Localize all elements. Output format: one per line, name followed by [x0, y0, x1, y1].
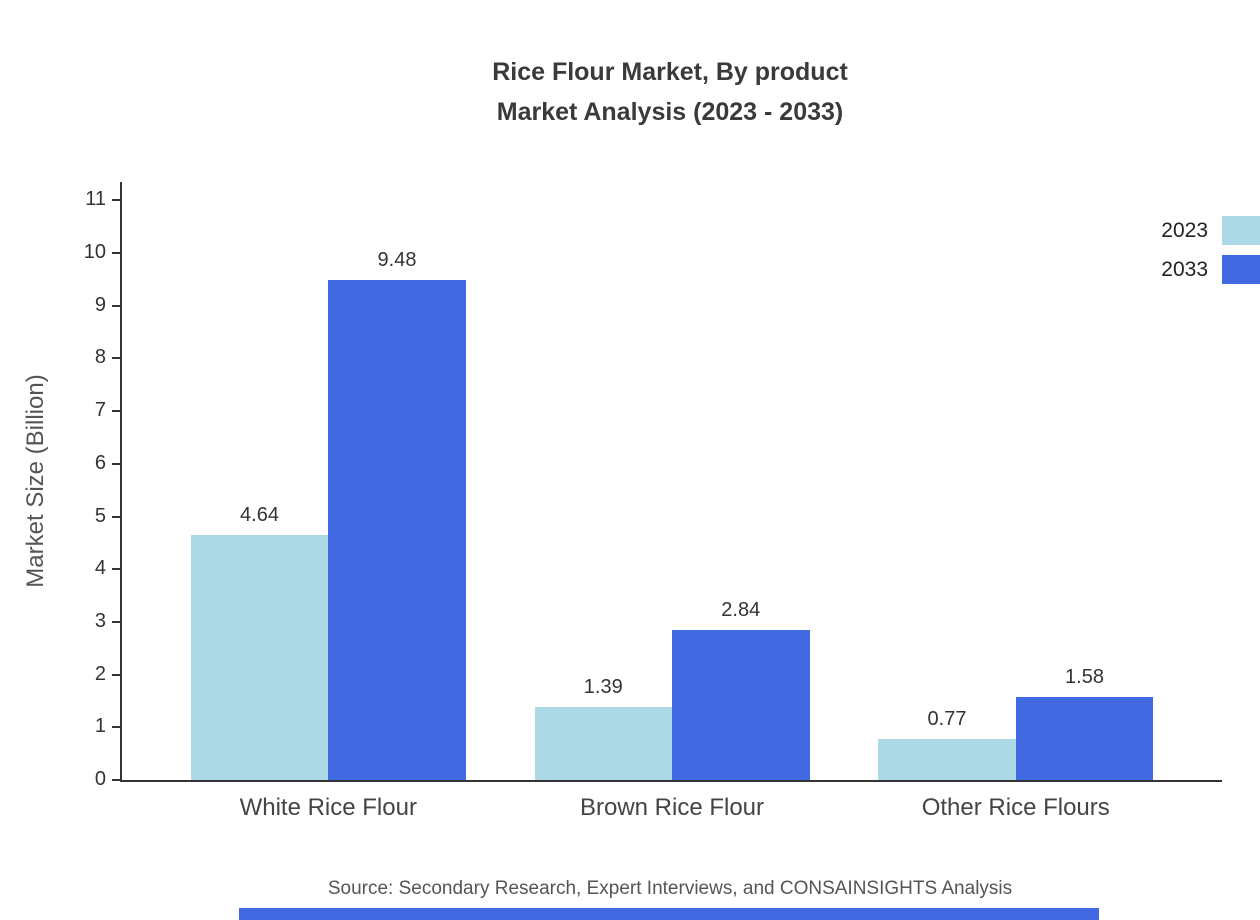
- bar-value-label: 9.48: [377, 249, 417, 272]
- y-tick-mark: [112, 304, 120, 307]
- legend-swatch: [1222, 255, 1260, 284]
- y-tick-label: 2: [94, 662, 106, 685]
- y-tick-label: 5: [94, 504, 106, 527]
- footer-accent-bar: [239, 908, 1099, 920]
- y-tick-label: 3: [94, 609, 106, 632]
- x-category-label: White Rice Flour: [239, 794, 417, 821]
- x-category-label: Other Rice Flours: [921, 794, 1110, 821]
- y-tick-label: 8: [94, 346, 106, 369]
- legend: 2023 2033: [1161, 216, 1260, 284]
- y-tick-mark: [112, 252, 120, 254]
- y-tick-mark: [112, 462, 120, 465]
- y-tick-label: 4: [94, 557, 106, 580]
- source-note: Source: Secondary Research, Expert Inter…: [327, 878, 1013, 899]
- bar-value-label: 1.58: [1065, 665, 1104, 688]
- y-tick-label: 9: [94, 293, 106, 316]
- chart-title-line1: Rice Flour Market, By product: [492, 58, 848, 86]
- y-tick-label: 6: [94, 451, 106, 474]
- y-axis-label: Market Size (Billion): [22, 374, 49, 588]
- y-tick-label: 0: [94, 768, 106, 790]
- bar-2023: [534, 706, 672, 780]
- chart-title-line2: Market Analysis (2023 - 2033): [496, 98, 844, 126]
- y-tick-mark: [112, 199, 120, 202]
- legend-label: 2023: [1161, 218, 1208, 242]
- y-tick-mark: [112, 779, 120, 781]
- bar-value-label: 1.39: [583, 675, 623, 698]
- y-tick-label: 10: [83, 241, 106, 263]
- legend-item: 2023: [1161, 216, 1260, 245]
- legend-item: 2033: [1161, 255, 1260, 284]
- y-tick-mark: [112, 620, 120, 623]
- y-tick-label: 1: [94, 715, 106, 738]
- y-tick-mark: [112, 410, 120, 413]
- bar-2033: [672, 630, 810, 780]
- y-tick-mark: [112, 515, 120, 518]
- bar-2023: [190, 535, 329, 780]
- bar-2033: [1015, 696, 1154, 780]
- bar-value-label: 4.64: [240, 504, 279, 527]
- y-tick-mark: [112, 726, 120, 729]
- bar-value-label: 2.84: [721, 599, 761, 622]
- bar-2023: [878, 739, 1016, 780]
- legend-swatch: [1222, 216, 1260, 245]
- y-tick-mark: [112, 568, 120, 571]
- y-tick-mark: [112, 357, 120, 360]
- chart-title: Rice Flour Market, By product Market Ana…: [80, 52, 1260, 132]
- bar-value-label: 0.77: [927, 708, 967, 731]
- bar-2033: [328, 280, 466, 780]
- y-tick-label: 11: [85, 188, 106, 211]
- plot-area: 0 1 2 3 4 5 6 7 8 9 10 11 4.64 9.48 White Rice Flour 1.…: [84, 182, 1222, 821]
- legend-label: 2033: [1161, 257, 1208, 281]
- y-tick-label: 7: [94, 399, 106, 422]
- y-tick-mark: [112, 673, 120, 676]
- x-category-label: Brown Rice Flour: [579, 794, 765, 821]
